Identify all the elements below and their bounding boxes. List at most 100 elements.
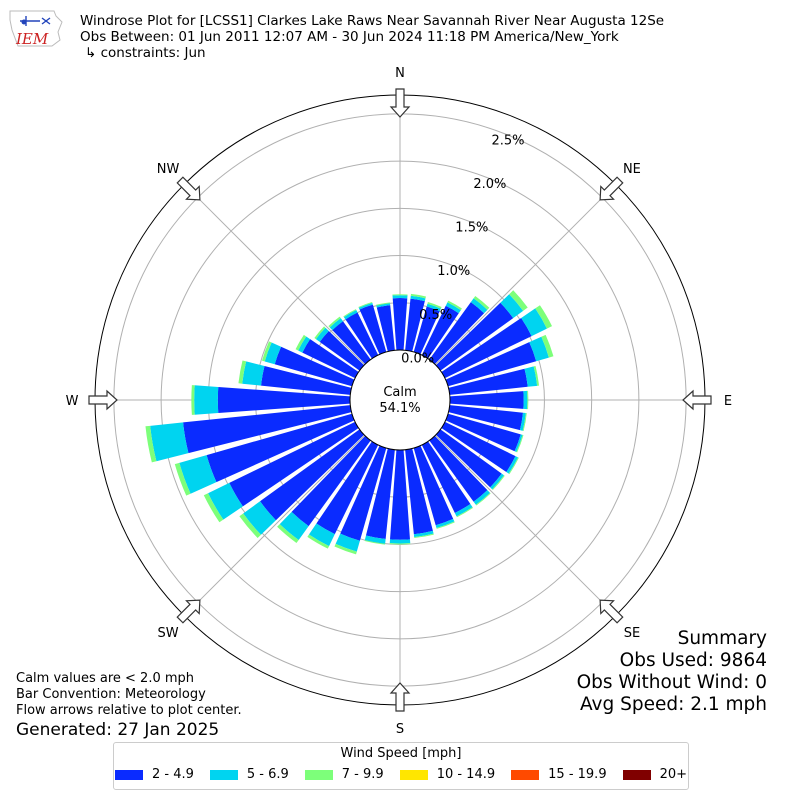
windrose-bar bbox=[194, 385, 219, 415]
windrose-bar bbox=[524, 366, 538, 387]
windrose-bar bbox=[448, 405, 524, 431]
windrose-bar bbox=[319, 331, 365, 371]
windrose-bar bbox=[426, 303, 441, 312]
windrose-bar bbox=[435, 518, 455, 529]
grid-spoke bbox=[435, 183, 617, 365]
legend-label: 15 - 19.9 bbox=[548, 767, 607, 782]
flow-arrows bbox=[88, 88, 712, 712]
windrose-bar bbox=[392, 295, 408, 299]
calm-value: 54.1% bbox=[379, 401, 420, 416]
windrose-bar bbox=[470, 298, 488, 314]
windrose-bar bbox=[358, 302, 373, 310]
windrose-bar bbox=[298, 336, 311, 353]
windrose-bar bbox=[421, 441, 471, 513]
windrose-bar bbox=[421, 305, 459, 359]
legend-item: 20+ bbox=[622, 767, 687, 782]
direction-label: SE bbox=[624, 626, 640, 641]
windrose-bar bbox=[516, 434, 524, 453]
windrose-bar bbox=[279, 511, 309, 540]
windrose-bar bbox=[264, 342, 282, 365]
windrose-bar bbox=[389, 543, 411, 545]
windrose-bar bbox=[449, 391, 524, 409]
windrose-bar bbox=[519, 412, 526, 431]
legend-swatch bbox=[511, 769, 540, 780]
windrose-bar bbox=[390, 449, 410, 540]
windrose-bar bbox=[191, 385, 195, 415]
windrose-bar bbox=[435, 429, 502, 488]
windrose-bar bbox=[295, 334, 307, 351]
windrose-bar bbox=[500, 294, 524, 319]
windrose-bar bbox=[392, 294, 408, 296]
legend-swatch bbox=[114, 769, 143, 780]
direction-labels: N NE E SE S SW W NW bbox=[66, 66, 733, 737]
windrose-bars bbox=[145, 290, 554, 555]
ring-label: 2.5% bbox=[491, 133, 524, 148]
direction-label: W bbox=[66, 394, 79, 409]
windrose-bar bbox=[541, 334, 554, 358]
windrose-bar bbox=[229, 421, 359, 507]
windrose-bar bbox=[343, 309, 357, 318]
direction-label: NW bbox=[157, 162, 180, 177]
bar-convention: Bar Convention: Meteorology bbox=[16, 687, 206, 702]
legend-swatch bbox=[399, 769, 428, 780]
windrose-bar bbox=[242, 361, 265, 386]
windrose-bar bbox=[302, 339, 359, 379]
windrose-bar bbox=[456, 507, 474, 518]
legend-items: 2 - 4.9 5 - 6.9 7 - 9.9 10 - 14.9 15 - 19.9 2… bbox=[114, 767, 688, 782]
windrose-bar bbox=[514, 434, 523, 453]
ring-label: 2.0% bbox=[473, 177, 506, 192]
flow-arrow-icon bbox=[682, 389, 712, 411]
windrose-bar bbox=[392, 298, 408, 351]
legend-item: 10 - 14.9 bbox=[399, 767, 496, 782]
windrose-bar bbox=[243, 501, 276, 535]
logo-text: IEM bbox=[15, 30, 49, 48]
flow-arrow-icon bbox=[599, 176, 624, 201]
generated-date: Generated: 27 Jan 2025 bbox=[16, 720, 220, 740]
direction-label: NE bbox=[623, 162, 641, 177]
windrose-bar bbox=[238, 360, 247, 384]
direction-label: S bbox=[396, 722, 404, 737]
windrose-bar bbox=[506, 456, 519, 474]
windrose-bar bbox=[206, 413, 355, 483]
windrose-bar bbox=[174, 462, 191, 496]
windrose-bar bbox=[441, 317, 532, 379]
arrow-note: Flow arrows relative to plot center. bbox=[16, 703, 242, 718]
legend-item: 5 - 6.9 bbox=[209, 767, 289, 782]
windrose-bar bbox=[308, 523, 335, 547]
windrose-bar bbox=[454, 503, 473, 517]
windrose-bar bbox=[475, 492, 491, 506]
direction-label: N bbox=[395, 66, 405, 81]
windrose-bar bbox=[535, 305, 553, 329]
windrose-bar bbox=[260, 429, 365, 521]
legend-swatch bbox=[622, 769, 651, 780]
windrose-bar bbox=[448, 368, 528, 395]
windrose-bar bbox=[473, 490, 491, 505]
windrose-bar bbox=[315, 327, 329, 342]
windrose-bar bbox=[522, 413, 527, 432]
windrose-bar bbox=[261, 365, 352, 395]
windrose-bar bbox=[413, 445, 454, 526]
legend-swatch bbox=[304, 769, 333, 780]
windrose-bar bbox=[328, 316, 341, 328]
calm-definition: Calm values are < 2.0 mph bbox=[16, 671, 195, 686]
ring-label: 0.0% bbox=[401, 352, 434, 367]
ring-label: 1.0% bbox=[437, 264, 470, 279]
windrose-bar bbox=[316, 441, 379, 535]
windrose-bar bbox=[376, 302, 391, 306]
windrose-bar bbox=[183, 405, 352, 454]
grid-spoke bbox=[183, 183, 365, 365]
windrose-bar bbox=[291, 435, 371, 527]
windrose-bar bbox=[358, 301, 373, 308]
notes-block: Calm values are < 2.0 mph Bar Convention… bbox=[16, 671, 242, 741]
windrose-bar bbox=[274, 346, 355, 387]
windrose-bar bbox=[508, 457, 519, 475]
legend-label: 10 - 14.9 bbox=[436, 767, 496, 782]
windrose-bar bbox=[473, 295, 490, 310]
legend-swatch bbox=[209, 769, 238, 780]
grid-spoke bbox=[435, 435, 617, 617]
windrose-bar bbox=[533, 365, 539, 386]
windrose-bar bbox=[329, 318, 343, 331]
avg-speed: Avg Speed: 2.1 mph bbox=[579, 694, 767, 715]
direction-label: SW bbox=[158, 626, 179, 641]
windrose-bar bbox=[523, 390, 528, 410]
